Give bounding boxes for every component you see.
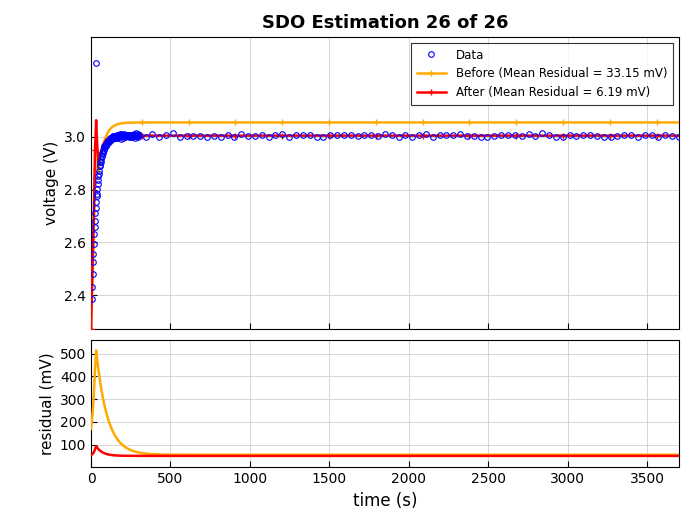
- Data: [116, 131, 125, 138]
- After (Mean Residual = 6.19 mV): [90, 200, 98, 206]
- After (Mean Residual = 6.19 mV): [87, 326, 95, 332]
- Data: [88, 296, 96, 302]
- Data: [92, 60, 100, 66]
- Data: [88, 284, 97, 290]
- Before (Mean Residual = 33.15 mV): [427, 119, 435, 125]
- Data: [675, 134, 683, 140]
- Before (Mean Residual = 33.15 mV): [525, 119, 533, 125]
- Line: After (Mean Residual = 6.19 mV): After (Mean Residual = 6.19 mV): [88, 118, 682, 331]
- After (Mean Residual = 6.19 mV): [675, 132, 683, 139]
- Title: SDO Estimation 26 of 26: SDO Estimation 26 of 26: [262, 14, 508, 33]
- Before (Mean Residual = 33.15 mV): [607, 119, 615, 125]
- Legend: Data, Before (Mean Residual = 33.15 mV), After (Mean Residual = 6.19 mV): Data, Before (Mean Residual = 33.15 mV),…: [411, 43, 673, 106]
- Before (Mean Residual = 33.15 mV): [87, 326, 95, 332]
- Before (Mean Residual = 33.15 mV): [90, 220, 98, 226]
- Before (Mean Residual = 33.15 mV): [589, 119, 598, 125]
- After (Mean Residual = 6.19 mV): [525, 132, 533, 139]
- After (Mean Residual = 6.19 mV): [491, 132, 499, 139]
- After (Mean Residual = 6.19 mV): [607, 132, 615, 139]
- Line: Data: Data: [89, 60, 682, 302]
- After (Mean Residual = 6.19 mV): [427, 132, 435, 139]
- Line: Before (Mean Residual = 33.15 mV): Before (Mean Residual = 33.15 mV): [88, 120, 682, 332]
- Y-axis label: voltage (V): voltage (V): [43, 141, 59, 225]
- After (Mean Residual = 6.19 mV): [589, 132, 598, 139]
- Data: [566, 132, 574, 138]
- Data: [130, 132, 139, 139]
- Before (Mean Residual = 33.15 mV): [675, 119, 683, 125]
- Y-axis label: residual (mV): residual (mV): [39, 352, 54, 455]
- Before (Mean Residual = 33.15 mV): [286, 119, 295, 125]
- Data: [120, 133, 129, 140]
- Before (Mean Residual = 33.15 mV): [491, 119, 499, 125]
- Data: [94, 171, 103, 177]
- X-axis label: time (s): time (s): [353, 492, 417, 510]
- After (Mean Residual = 6.19 mV): [92, 117, 100, 123]
